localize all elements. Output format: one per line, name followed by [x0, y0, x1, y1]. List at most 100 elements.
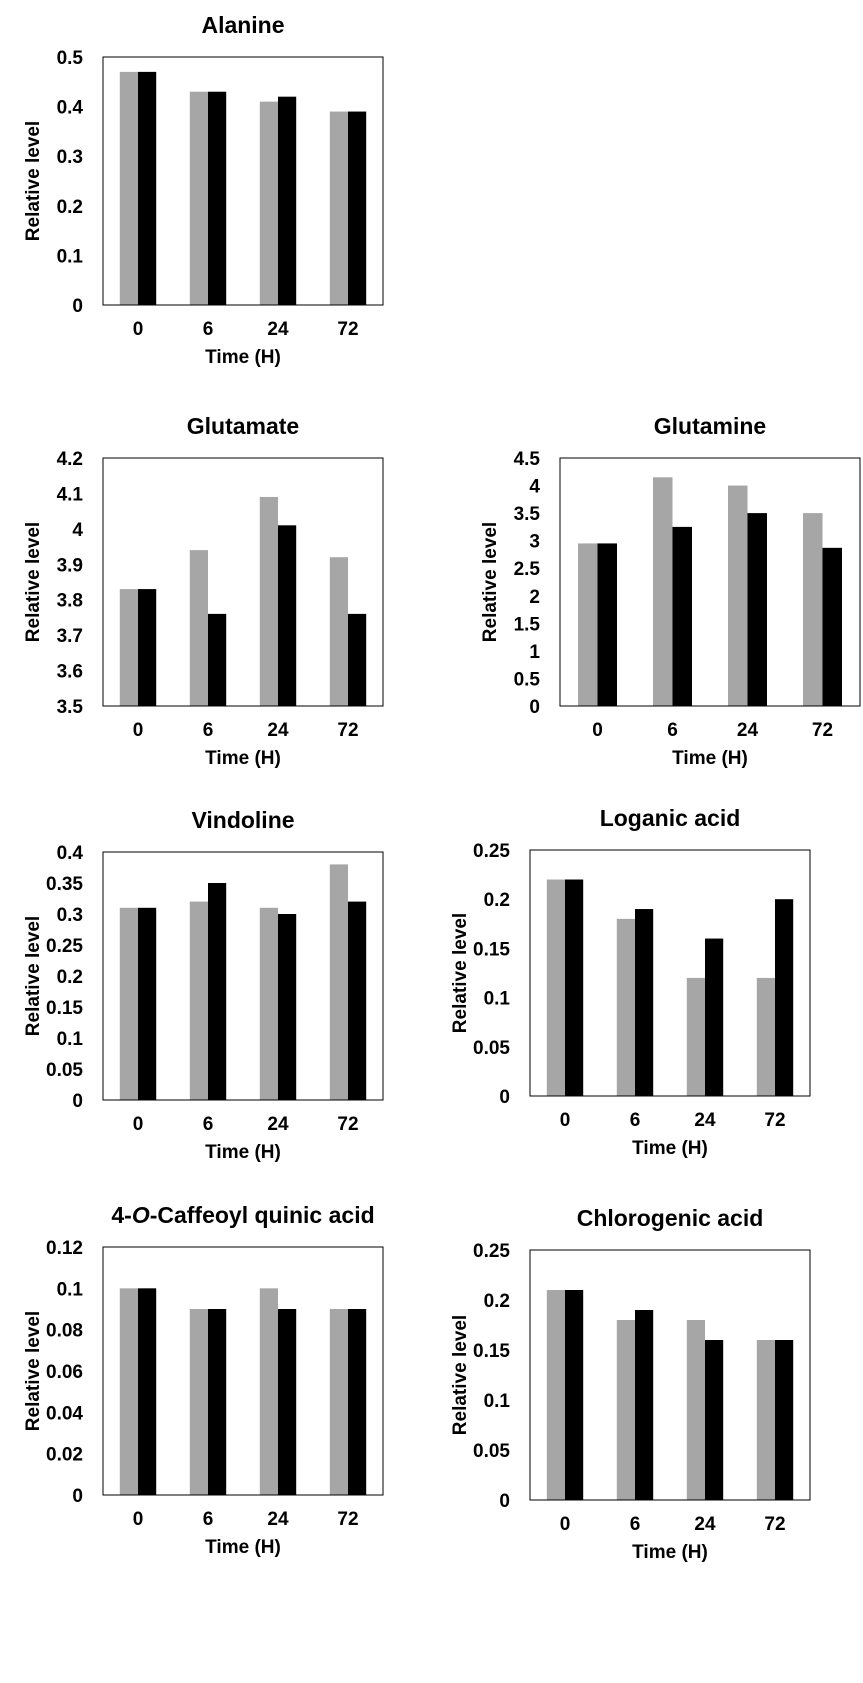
y-tick-label: 0.5 — [57, 48, 84, 69]
chart-title: Glutamine — [654, 413, 766, 439]
y-tick-label: 3.7 — [57, 626, 83, 647]
x-tick-label: 0 — [560, 1110, 571, 1131]
y-axis-label: Relative level — [480, 522, 501, 642]
plot-frame — [529, 1249, 811, 1501]
x-tick-label: 72 — [337, 1114, 358, 1135]
y-tick-label: 0.2 — [57, 967, 83, 988]
y-tick-label: 0 — [72, 1486, 83, 1507]
x-tick-label: 72 — [337, 1509, 358, 1530]
y-tick-label: 0 — [529, 697, 540, 718]
chart-panel-0: Alanine 0 0.1 0.2 0.3 0.4 0.5 0 6 24 72 Time (H) Rel… — [23, 12, 384, 368]
plot-frame — [102, 457, 384, 707]
y-tick-label: 0.1 — [484, 1391, 511, 1412]
chart-title: Vindoline — [191, 807, 294, 833]
bar — [259, 907, 278, 1100]
x-tick-label: 0 — [133, 319, 144, 340]
bar — [189, 901, 208, 1100]
y-axis-label: Relative level — [23, 916, 44, 1036]
y-tick-label: 0.05 — [473, 1441, 510, 1462]
bar — [278, 525, 297, 706]
y-tick-label: 0.06 — [46, 1362, 83, 1383]
bar — [822, 547, 842, 706]
bar — [705, 1340, 724, 1500]
x-tick-label: 6 — [630, 1110, 641, 1131]
y-tick-label: 4.2 — [57, 449, 83, 470]
y-tick-label: 0.1 — [484, 989, 511, 1010]
y-tick-label: 3.6 — [57, 662, 83, 683]
bar — [259, 496, 278, 706]
x-tick-label: 6 — [203, 1509, 214, 1530]
bar — [278, 914, 297, 1100]
bar — [208, 1309, 227, 1495]
bar — [329, 557, 348, 706]
y-tick-label: 0.35 — [46, 874, 83, 895]
chart-title: Glutamate — [187, 413, 299, 439]
y-tick-label: 0.1 — [57, 1279, 84, 1300]
x-tick-label: 24 — [267, 1114, 289, 1135]
bar — [278, 1309, 297, 1495]
bar — [705, 938, 724, 1096]
y-tick-label: 1 — [529, 642, 540, 663]
bar — [138, 589, 157, 706]
bar — [189, 91, 208, 305]
bar — [775, 1340, 794, 1500]
bar — [756, 977, 775, 1096]
bar — [775, 899, 794, 1096]
bar — [616, 918, 635, 1096]
y-tick-label: 4.1 — [57, 484, 84, 505]
y-tick-label: 0.2 — [484, 1291, 510, 1312]
x-tick-label: 6 — [203, 1114, 214, 1135]
plot-frame — [559, 457, 861, 707]
bar — [728, 485, 748, 706]
x-tick-label: 0 — [133, 1114, 144, 1135]
bar — [747, 513, 767, 706]
bar — [329, 1309, 348, 1495]
bar — [546, 879, 565, 1096]
y-tick-label: 2.5 — [514, 559, 541, 580]
bar — [653, 477, 673, 706]
y-tick-label: 3.9 — [57, 555, 83, 576]
y-tick-label: 1.5 — [514, 614, 541, 635]
y-tick-label: 3 — [529, 532, 540, 553]
bar — [278, 96, 297, 306]
y-tick-label: 0.02 — [46, 1445, 83, 1466]
x-axis-label: Time (H) — [672, 748, 748, 769]
y-tick-label: 0.05 — [473, 1038, 510, 1059]
x-tick-label: 6 — [667, 720, 678, 741]
y-tick-label: 0 — [499, 1087, 510, 1108]
bar — [546, 1290, 565, 1500]
y-tick-label: 2 — [529, 587, 540, 608]
x-tick-label: 0 — [560, 1514, 571, 1535]
y-axis-label: Relative level — [450, 913, 471, 1033]
bar — [119, 589, 138, 706]
y-tick-label: 0.15 — [473, 1341, 510, 1362]
y-tick-label: 0.2 — [484, 890, 510, 911]
bar — [803, 513, 823, 706]
x-tick-label: 0 — [133, 1509, 144, 1530]
x-tick-label: 24 — [694, 1514, 716, 1535]
y-tick-label: 0.3 — [57, 905, 83, 926]
bar — [672, 526, 692, 706]
chart-title: 4-O-Caffeoyl quinic acid — [111, 1202, 374, 1228]
bar — [259, 101, 278, 305]
chart-panel-4: Loganic acid 0 0.05 0.1 0.15 0.2 0.25 0 6 24 72 Tim… — [450, 805, 811, 1159]
bar — [635, 1310, 654, 1500]
y-tick-label: 0.25 — [473, 1241, 510, 1262]
y-tick-label: 3.5 — [514, 504, 541, 525]
bar — [208, 613, 227, 706]
plot-frame — [102, 851, 384, 1101]
y-tick-label: 0.1 — [57, 246, 84, 267]
x-tick-label: 72 — [337, 720, 358, 741]
chart-title: Alanine — [201, 12, 284, 38]
x-tick-label: 24 — [267, 319, 289, 340]
bar — [348, 111, 367, 305]
y-axis-label: Relative level — [23, 522, 44, 642]
y-tick-label: 0.5 — [514, 669, 541, 690]
bar — [635, 909, 654, 1096]
x-axis-label: Time (H) — [205, 1142, 281, 1163]
bar — [138, 907, 157, 1100]
bar — [686, 1320, 705, 1500]
y-tick-label: 0.05 — [46, 1060, 83, 1081]
x-tick-label: 0 — [133, 720, 144, 741]
